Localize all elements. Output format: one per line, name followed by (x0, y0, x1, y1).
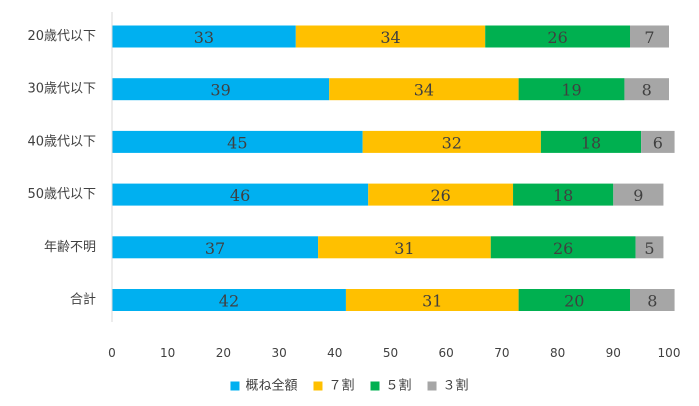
category-label: 40歳代以下 (27, 134, 96, 149)
bar-segment (112, 236, 319, 259)
x-tick-label: 20 (216, 346, 231, 360)
data-label: 6 (653, 133, 663, 152)
category-label: 年齢不明 (44, 240, 96, 255)
data-label: 9 (633, 186, 643, 205)
data-label: 42 (219, 292, 239, 311)
data-label: 34 (414, 81, 434, 100)
data-label: 26 (547, 28, 567, 47)
data-label: 26 (430, 186, 450, 205)
data-labels-layer: 33 34 26 7 39 34 19 8 45 32 18 6 46 26 18 9 37 31 26 5 42 31 2… (194, 28, 663, 311)
category-label: 20歳代以下 (27, 29, 96, 44)
bar-segment (362, 130, 541, 153)
bar-segment (630, 25, 669, 48)
legend-swatch (370, 381, 380, 391)
legend-label: ３割 (443, 378, 469, 394)
x-tick-label: 30 (271, 346, 286, 360)
bar-segment (630, 289, 675, 311)
x-tick-label: 0 (108, 346, 116, 360)
bar-segment (635, 236, 664, 259)
data-label: 39 (210, 81, 230, 100)
data-label: 5 (644, 239, 654, 258)
x-tick-label: 60 (439, 346, 454, 360)
x-tick-label: 80 (550, 346, 565, 360)
x-tick-label: 40 (327, 346, 342, 360)
bar-segment (513, 183, 614, 206)
legend-label: 概ね全額 (245, 378, 297, 394)
bar-segment (295, 25, 486, 48)
bar-segment (345, 289, 519, 311)
x-tick-label: 100 (658, 346, 681, 360)
legend-label: ７割 (328, 378, 354, 394)
bar-segment (112, 289, 346, 311)
bars-layer (112, 25, 675, 311)
bar-segment (624, 78, 669, 101)
bar-segment (613, 183, 664, 206)
legend-swatch (427, 381, 437, 391)
x-tick-label: 70 (494, 346, 509, 360)
bar-segment (329, 78, 519, 101)
data-label: 34 (380, 28, 400, 47)
data-label: 31 (422, 292, 442, 311)
category-label: 30歳代以下 (27, 82, 96, 97)
data-label: 33 (194, 28, 214, 47)
data-label: 7 (644, 28, 654, 47)
data-label: 26 (553, 239, 573, 258)
x-tick-label: 90 (606, 346, 621, 360)
bar-segment (112, 183, 369, 206)
bar-segment (540, 130, 642, 153)
data-label: 18 (553, 186, 573, 205)
bar-segment (368, 183, 514, 206)
legend: 概ね全額 ７割 ５割 ３割 (230, 378, 469, 394)
data-label: 8 (642, 81, 652, 100)
bar-segment (485, 25, 631, 48)
data-label: 45 (227, 133, 247, 152)
legend-swatch (313, 381, 323, 391)
data-label: 32 (442, 133, 462, 152)
bar-segment (112, 25, 296, 48)
data-label: 31 (394, 239, 414, 258)
legend-swatch (230, 381, 240, 391)
legend-label: ５割 (386, 378, 412, 394)
bar-segment (490, 236, 636, 259)
x-tick-label: 50 (383, 346, 398, 360)
bar-segment (641, 130, 675, 153)
data-label: 20 (564, 292, 584, 311)
data-label: 37 (205, 239, 225, 258)
bar-segment (112, 130, 363, 153)
bar-segment (518, 289, 631, 311)
x-axis: 0 10 20 30 40 50 60 70 80 90 100 (108, 12, 680, 360)
category-label: 合計 (70, 292, 96, 308)
data-label: 46 (230, 186, 250, 205)
bar-segment (112, 78, 330, 101)
bar-segment (318, 236, 491, 259)
data-label: 18 (581, 133, 601, 152)
data-label: 8 (647, 292, 657, 311)
bar-segment (518, 78, 625, 101)
x-tick-label: 10 (160, 346, 175, 360)
category-label: 50歳代以下 (27, 187, 96, 202)
data-label: 19 (561, 81, 581, 100)
